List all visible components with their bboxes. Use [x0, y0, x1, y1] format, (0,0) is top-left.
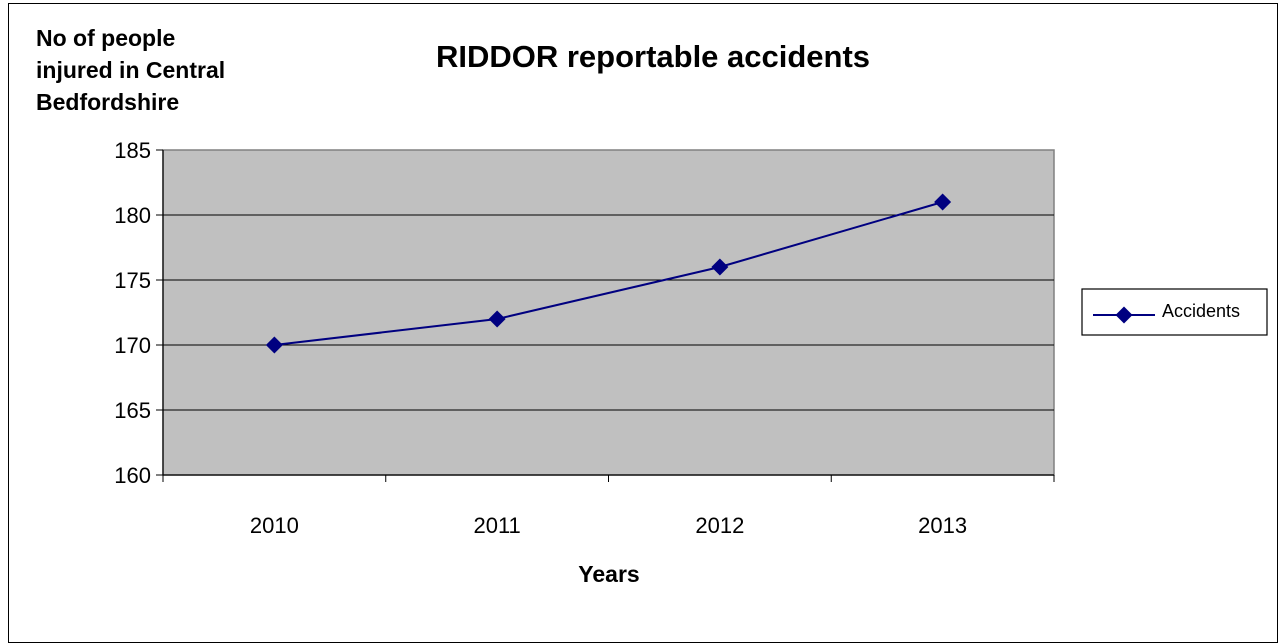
x-tick-label-2011: 2011 — [473, 513, 520, 538]
series-accidents — [265, 193, 952, 354]
data-point-2012 — [711, 258, 729, 276]
y-axis-label-line-1: No of people — [36, 25, 175, 51]
chart-title: RIDDOR reportable accidents — [436, 39, 870, 74]
legend: Accidents — [1081, 288, 1268, 336]
data-point-2013 — [934, 193, 952, 211]
y-axis-ticks: 160 165 170 175 180 185 — [114, 138, 163, 488]
data-point-2010 — [265, 336, 283, 354]
y-tick-label-170: 170 — [114, 333, 151, 358]
y-tick-label-175: 175 — [114, 268, 151, 293]
y-tick-label-185: 185 — [114, 138, 151, 163]
y-tick-label-160: 160 — [114, 463, 151, 488]
y-tick-label-180: 180 — [114, 203, 151, 228]
legend-box — [1081, 288, 1268, 336]
data-point-2011 — [488, 310, 506, 328]
x-tick-label-2013: 2013 — [918, 513, 967, 538]
y-axis-label-line-3: Bedfordshire — [36, 89, 179, 115]
y-tick-label-165: 165 — [114, 398, 151, 423]
x-axis-label: Years — [578, 561, 639, 587]
y-axis-label: No of people injured in Central Bedfords… — [36, 25, 232, 115]
grid-lines — [163, 214, 1054, 411]
y-axis-label-line-2: injured in Central — [36, 57, 225, 83]
legend-label-accidents: Accidents — [1162, 301, 1240, 321]
line-chart: RIDDOR reportable accidents No of people… — [36, 25, 1268, 587]
plot-area — [162, 149, 1055, 476]
x-tick-label-2012: 2012 — [695, 513, 744, 538]
x-tick-label-2010: 2010 — [250, 513, 299, 538]
series-line-accidents — [274, 201, 943, 346]
x-axis-ticks: 2010 2011 2012 2013 — [162, 475, 1055, 538]
